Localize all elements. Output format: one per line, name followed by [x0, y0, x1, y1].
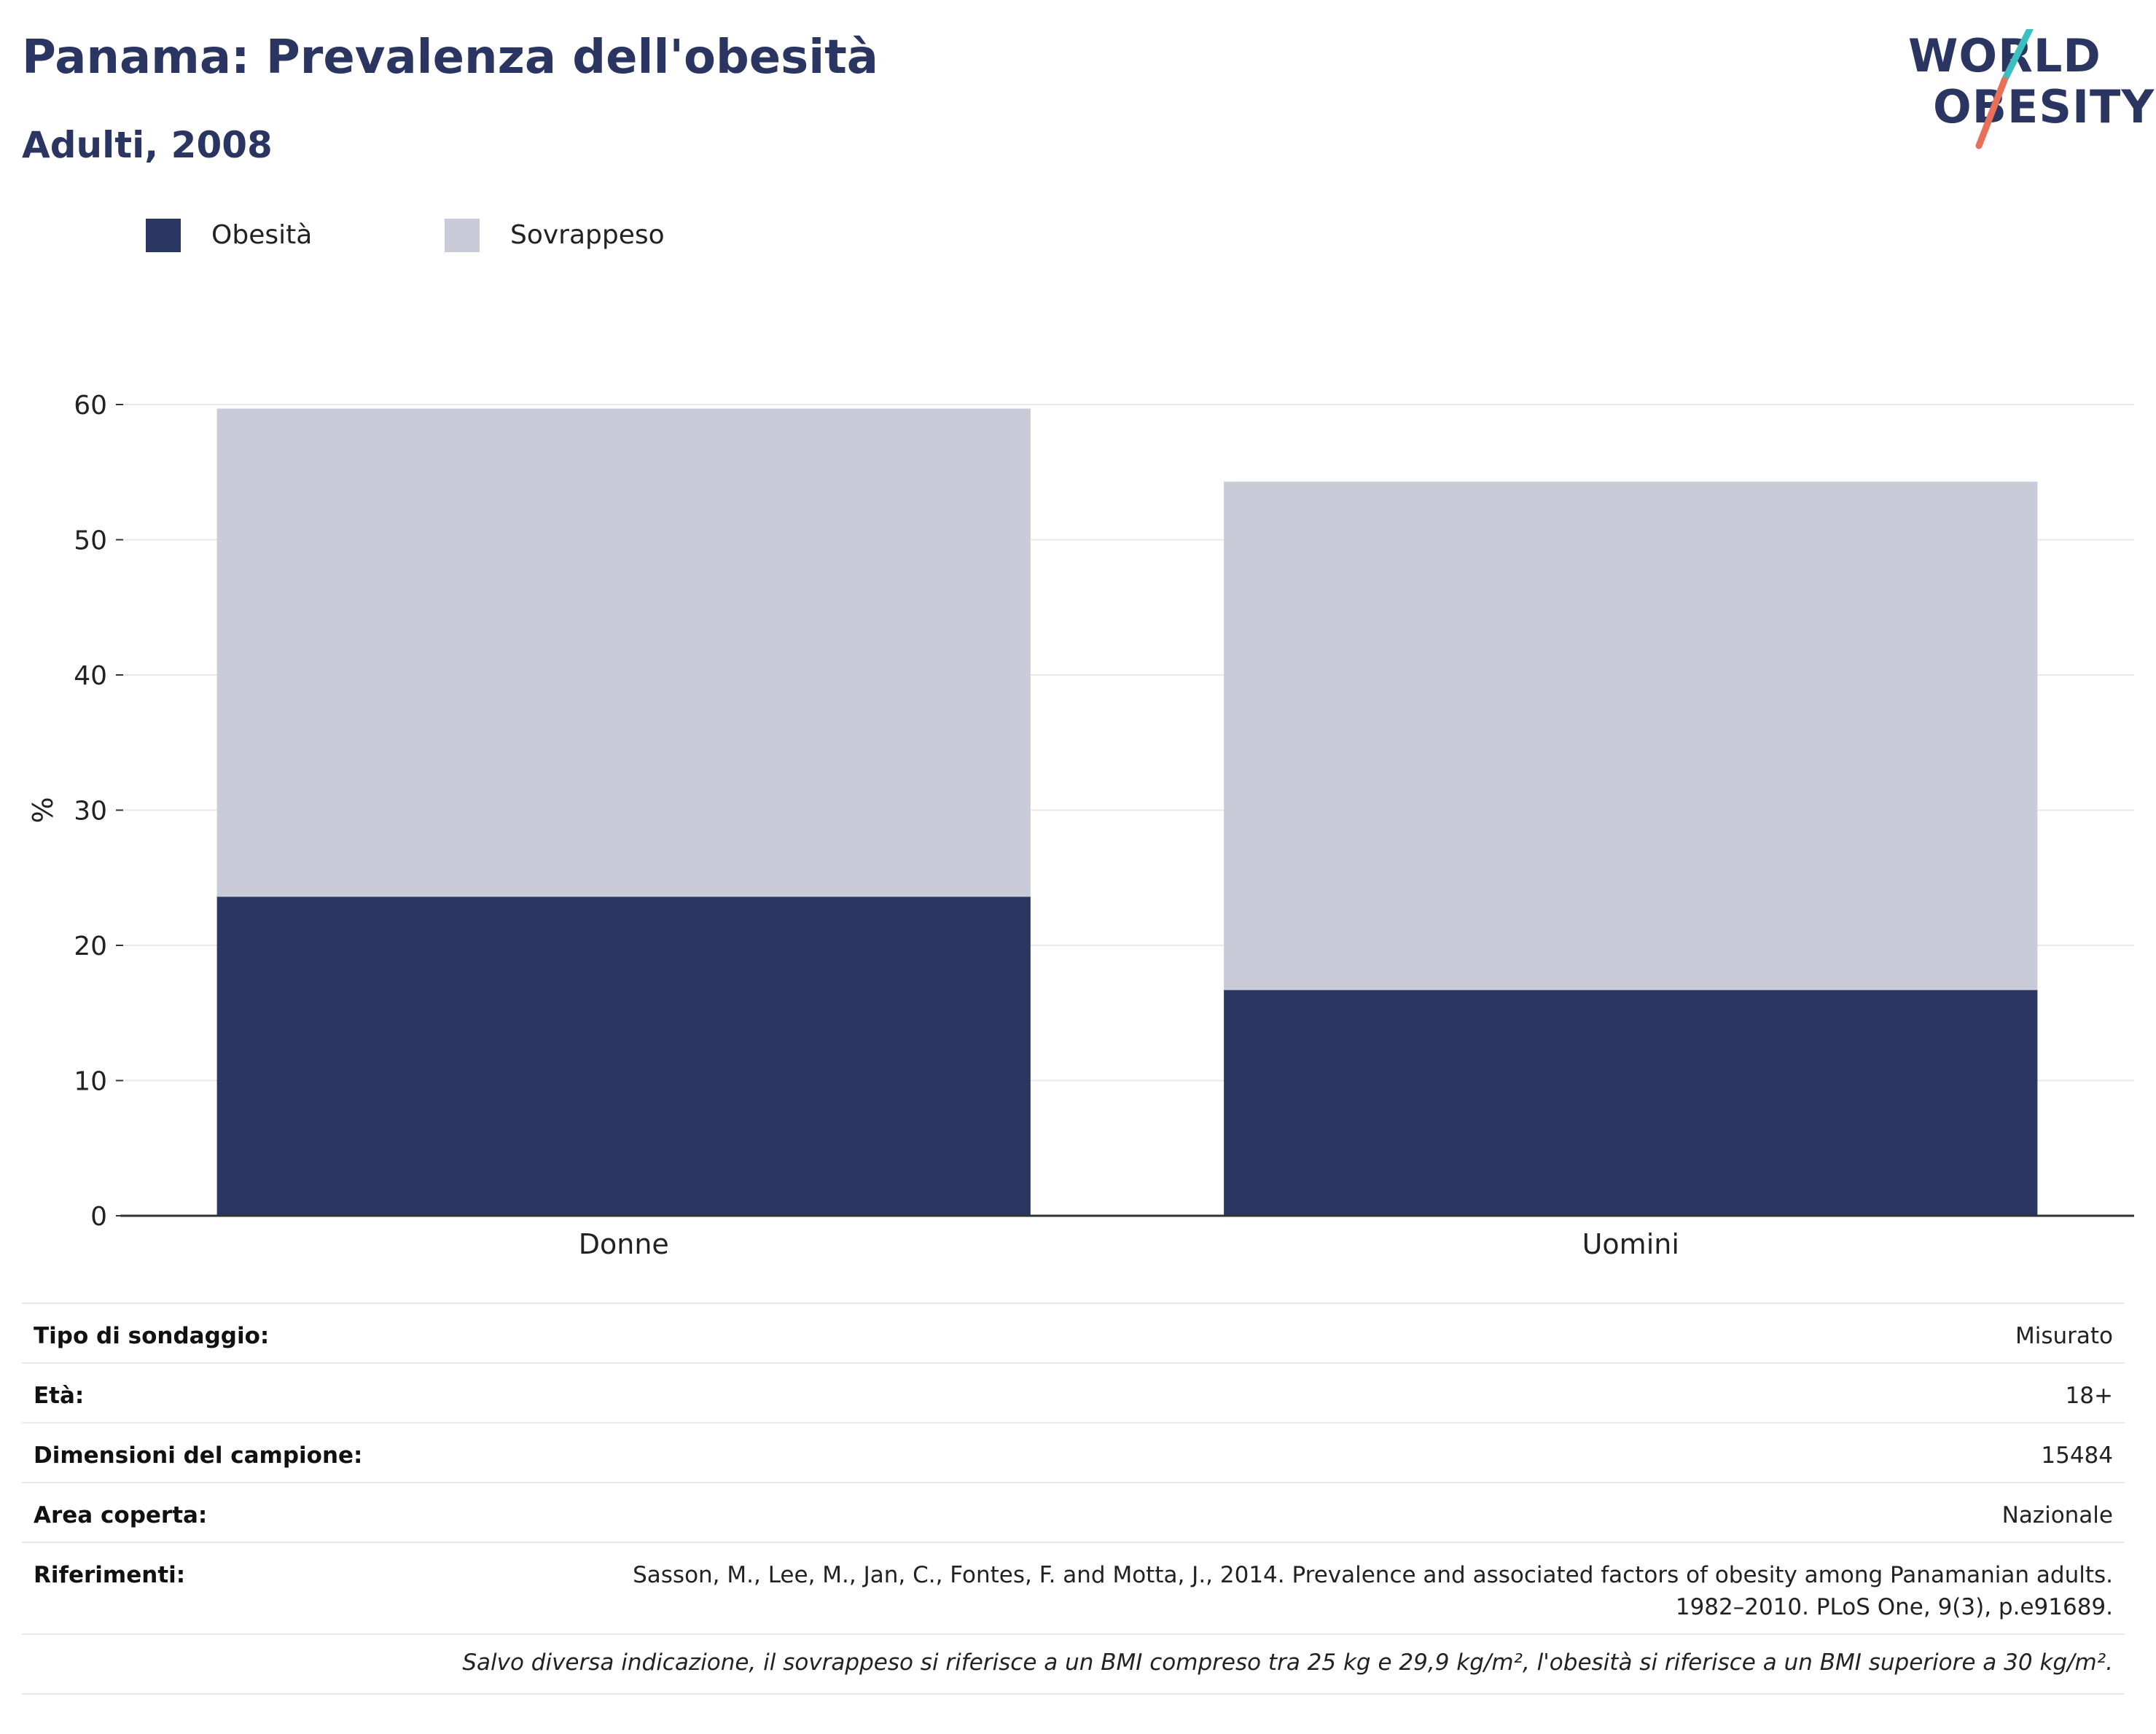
info-value: Misurato [2015, 1323, 2113, 1349]
legend-label-sovrappeso: Sovrappeso [510, 220, 665, 250]
bar-sovrappeso-donne [216, 408, 1031, 897]
info-key: Dimensioni del campione: [34, 1442, 363, 1469]
info-row-survey-type: Tipo di sondaggio: Misurato [22, 1303, 2125, 1362]
y-tick-label: 50 [74, 526, 107, 556]
y-tick-label: 10 [74, 1067, 107, 1097]
info-row-area: Area coperta: Nazionale [22, 1482, 2125, 1542]
y-tick-label: 30 [74, 797, 107, 827]
bar-obesit--donne [216, 897, 1031, 1216]
legend-swatch-obesita [146, 219, 181, 252]
info-value: 15484 [2041, 1442, 2113, 1469]
x-tick-label: Donne [579, 1228, 669, 1260]
definition-note: Salvo diversa indicazione, il sovrappeso… [22, 1633, 2125, 1695]
y-tick-label: 40 [74, 661, 107, 691]
info-value: 18+ [2065, 1383, 2113, 1409]
y-axis-label: % [27, 797, 59, 823]
chart-title: Panama: Prevalenza dell'obesità [22, 31, 878, 85]
info-key: Tipo di sondaggio: [34, 1323, 270, 1349]
world-obesity-logo: WORLD OBESITY [1902, 29, 2154, 153]
logo-line-2: OBESITY [1933, 80, 2155, 133]
info-key: Riferimenti: [34, 1562, 186, 1588]
info-value: 1982–2010. PLoS One, 9(3), p.e91689. [1675, 1594, 2113, 1620]
info-row-references: Riferimenti: Sasson, M., Lee, M., Jan, C… [22, 1542, 2125, 1633]
info-value: Sasson, M., Lee, M., Jan, C., Fontes, F.… [633, 1562, 2113, 1588]
info-value: Nazionale [2001, 1502, 2113, 1528]
info-row-age: Età: 18+ [22, 1362, 2125, 1422]
legend-swatch-sovrappeso [445, 219, 480, 252]
bar-obesit--uomini [1224, 990, 2038, 1216]
chart-subtitle: Adulti, 2008 [22, 124, 273, 166]
info-row-sample-size: Dimensioni del campione: 15484 [22, 1422, 2125, 1482]
note-text: Salvo diversa indicazione, il sovrappeso… [462, 1649, 2113, 1676]
info-key: Area coperta: [34, 1502, 208, 1528]
logo-slash-icon [1975, 29, 2034, 149]
survey-info-table: Tipo di sondaggio: Misurato Età: 18+ Dim… [22, 1303, 2125, 1695]
y-tick-label: 20 [74, 932, 107, 961]
bar-sovrappeso-uomini [1224, 481, 2038, 991]
info-key: Età: [34, 1383, 85, 1409]
y-tick-label: 0 [90, 1202, 107, 1232]
x-tick-label: Uomini [1582, 1228, 1679, 1260]
legend-label-obesita: Obesità [211, 220, 313, 250]
stacked-bar-chart: 0 10 20 30 40 50 60% Donne Uomini [27, 391, 2134, 1260]
y-tick-label: 60 [74, 391, 107, 421]
